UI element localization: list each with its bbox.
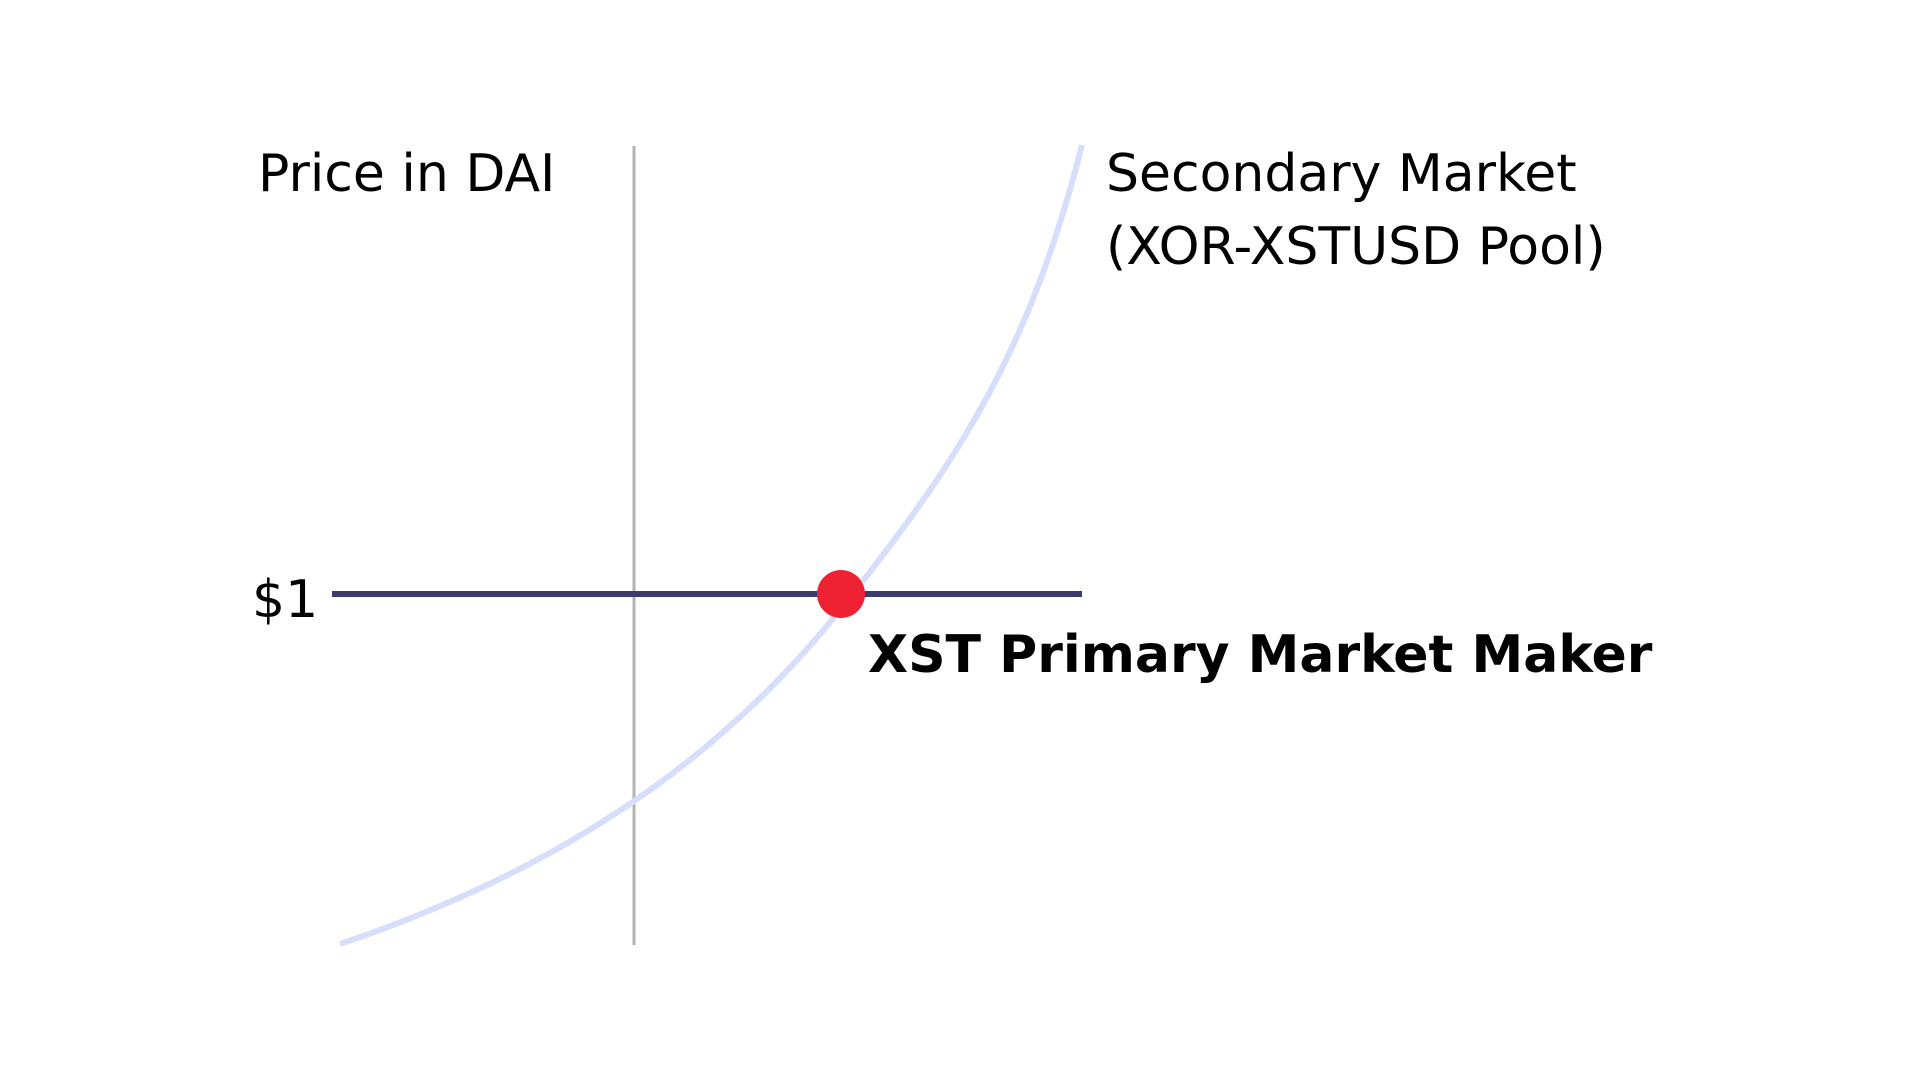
intersection-point	[817, 570, 865, 618]
primary-market-label: XST Primary Market Maker	[868, 625, 1653, 685]
y-axis-label: Price in DAI	[258, 144, 555, 204]
secondary-market-label-line1: Secondary Market	[1106, 144, 1577, 204]
price-tick-label: $1	[252, 570, 318, 630]
secondary-market-label-line2: (XOR-XSTUSD Pool)	[1106, 217, 1606, 277]
secondary-market-curve	[339, 144, 1085, 947]
